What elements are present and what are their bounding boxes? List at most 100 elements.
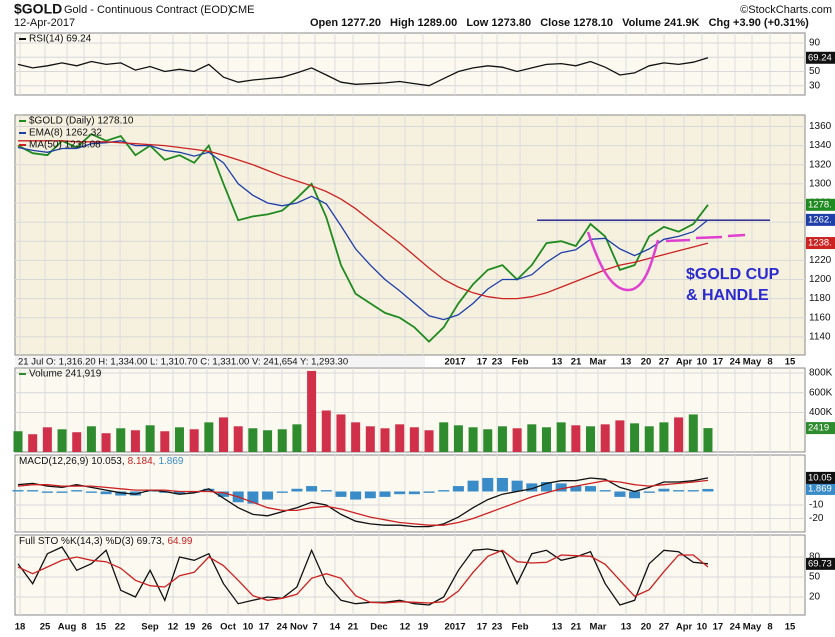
bar: [72, 432, 82, 452]
bar: [585, 486, 597, 492]
series-line: [17, 140, 709, 321]
bar: [130, 430, 140, 452]
y-tick-label: 600K: [809, 387, 833, 398]
legend-label: Volume 241,919: [29, 369, 102, 380]
bar: [262, 491, 274, 500]
bar: [629, 491, 641, 499]
bar: [379, 491, 391, 497]
x-tick-label: 23: [492, 357, 503, 368]
bar: [218, 491, 230, 497]
x-tick-label: 8: [767, 622, 772, 633]
bar: [599, 490, 611, 492]
annotation: $GOLD CUP: [686, 266, 780, 283]
value-tag-label: 10.05: [808, 472, 832, 483]
bar: [424, 430, 434, 452]
value-tag-label: 69.73: [808, 558, 832, 569]
bar: [307, 370, 317, 452]
series-line: [17, 133, 709, 343]
value-tag-label: 1238.: [808, 238, 832, 249]
x-tick-label: 24: [730, 357, 741, 368]
series-line: [17, 549, 709, 604]
bar: [28, 434, 38, 452]
bar: [350, 491, 362, 500]
bar: [570, 486, 582, 492]
bar: [13, 431, 23, 452]
x-tick-label: 22: [115, 622, 126, 633]
x-tick-label: 17: [477, 357, 488, 368]
bar: [174, 427, 184, 452]
bar: [571, 425, 581, 452]
x-tick-label: 15: [785, 622, 796, 633]
y-tick-label: 1180: [809, 293, 831, 304]
bar: [482, 477, 494, 492]
x-tick-label: 13: [621, 622, 632, 633]
bar: [702, 488, 714, 492]
x-tick-label: 17: [713, 357, 724, 368]
bar: [336, 414, 346, 452]
bar: [292, 424, 302, 452]
value-tag-label: 69.24: [808, 52, 832, 63]
y-tick-label: 400K: [809, 407, 833, 418]
value-tag-label: 1262.: [808, 214, 832, 225]
bar: [614, 491, 626, 497]
y-tick-label: -20: [809, 513, 824, 524]
x-tick-label: Oct: [220, 622, 237, 633]
quote-low: Low 1273.80: [466, 17, 531, 29]
bar: [630, 423, 640, 452]
legend: Full STO %K(14,3) %D(3) 69.73, 64.99: [19, 536, 193, 547]
info-bar: [15, 356, 425, 367]
bar: [144, 491, 156, 492]
x-tick-label: 7: [312, 622, 317, 633]
bar: [365, 426, 375, 452]
x-tick-label: 18: [15, 622, 26, 633]
value-tag: [806, 422, 835, 435]
bar: [145, 425, 155, 452]
y-tick-label: 1160: [809, 312, 831, 323]
legend-label: Full STO %K(14,3) %D(3) 69.73,: [19, 536, 164, 547]
legend-label: MACD(12,26,9) 10.053,: [19, 456, 125, 467]
x-tick-label: 21: [571, 357, 582, 368]
bar: [321, 410, 331, 452]
y-tick-label: 90: [809, 38, 821, 49]
handle-shape: [665, 233, 746, 243]
x-tick-label: 2017: [444, 357, 465, 368]
bar: [512, 428, 522, 452]
bar: [160, 431, 170, 452]
x-tick-label: 17: [259, 622, 270, 633]
bar: [41, 491, 53, 493]
bar: [453, 425, 463, 452]
x-tick-label: 24: [730, 622, 741, 633]
bar: [659, 422, 669, 452]
bar: [643, 491, 655, 493]
bar: [277, 429, 287, 452]
quote-open: Open 1277.20: [310, 17, 381, 29]
annotation: & HANDLE: [686, 287, 769, 304]
bar: [42, 427, 52, 452]
x-tick-label: 15: [785, 357, 796, 368]
bar: [423, 491, 435, 493]
x-tick-label: 15: [96, 622, 107, 633]
bar: [452, 486, 464, 492]
value-tag: [806, 471, 835, 484]
x-tick-label: 25: [40, 622, 51, 633]
x-tick-label: 19: [418, 622, 429, 633]
bar: [468, 427, 478, 452]
x-tick-label: 20: [641, 622, 652, 633]
date: 12-Apr-2017: [14, 17, 75, 29]
value-tag: [806, 213, 835, 226]
y-tick-label: 30: [809, 80, 821, 91]
y-tick-label: 1300: [809, 178, 832, 189]
series-line: [17, 57, 709, 87]
x-tick-label: Mar: [590, 622, 607, 633]
bar: [540, 482, 552, 492]
y-tick-label: 50: [809, 66, 821, 77]
legend-label: 8.184,: [128, 456, 156, 467]
bar: [600, 424, 610, 452]
bar: [233, 426, 243, 452]
legend-label: $GOLD (Daily) 1278.10: [29, 116, 134, 127]
value-tag: [806, 482, 835, 495]
value-tag-label: 1278.: [808, 199, 832, 210]
quote-volume: Volume 241.9K: [622, 17, 699, 29]
value-tag: [806, 198, 835, 211]
